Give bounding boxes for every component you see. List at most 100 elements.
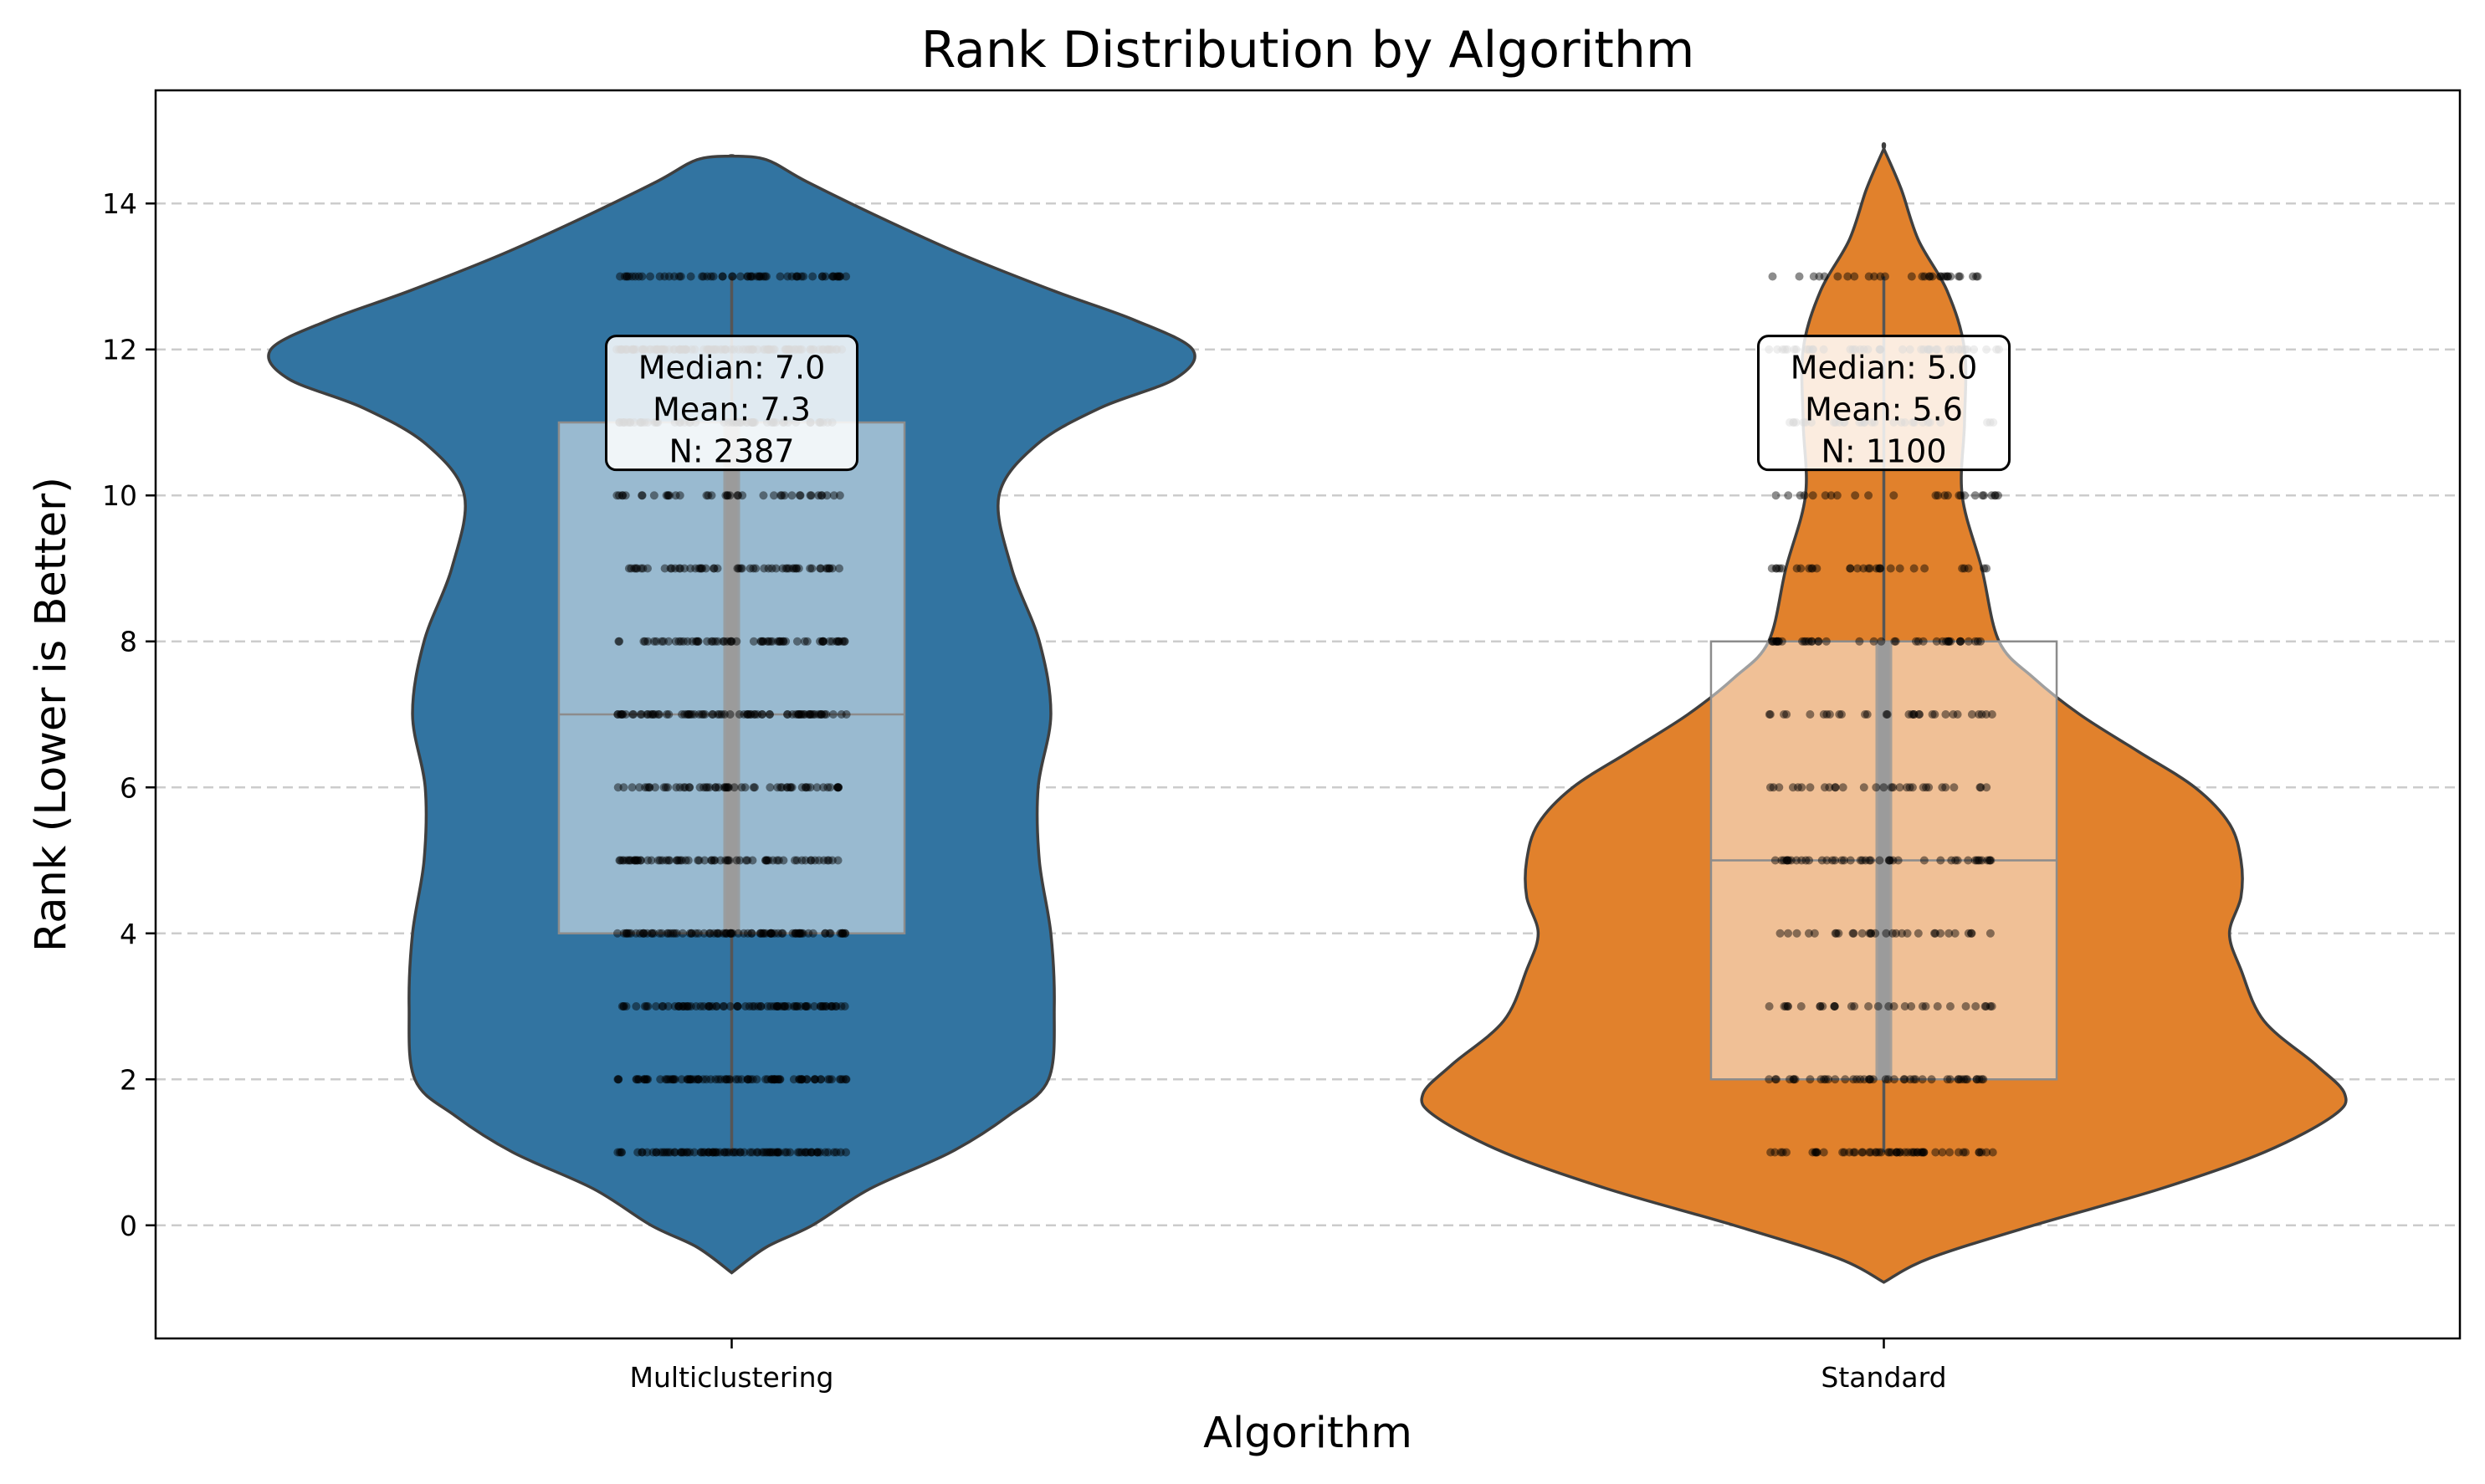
strip-point: [1960, 1075, 1969, 1084]
strip-point: [1938, 637, 1947, 646]
strip-point: [1977, 1075, 1986, 1084]
strip-point: [1765, 1002, 1774, 1011]
strip-point: [827, 1002, 836, 1011]
strip-point: [664, 272, 674, 281]
strip-point: [634, 1075, 643, 1084]
strip-point: [701, 564, 710, 573]
strip-point: [823, 783, 833, 792]
strip-point: [1797, 783, 1806, 792]
strip-point: [746, 272, 756, 281]
strip-point: [664, 491, 673, 500]
strip-point: [623, 272, 632, 281]
strip-point: [664, 1148, 673, 1157]
strip-point: [761, 1148, 771, 1157]
strip-point: [768, 1148, 777, 1157]
strip-point: [1806, 710, 1815, 719]
strip-point: [838, 637, 847, 646]
strip-point: [759, 929, 768, 938]
strip-point: [740, 1148, 749, 1157]
strip-point: [666, 1148, 675, 1157]
strip-point: [802, 1075, 812, 1084]
strip-point: [648, 929, 657, 938]
strip-point: [756, 929, 765, 938]
strip-point: [1775, 783, 1784, 792]
strip-point: [732, 856, 741, 865]
strip-point: [1956, 1075, 1965, 1084]
strip-point: [627, 929, 636, 938]
strip-point: [1833, 272, 1842, 281]
strip-point: [1961, 1002, 1970, 1011]
strip-point: [674, 637, 684, 646]
strip-point: [1930, 929, 1939, 938]
strip-point: [715, 929, 724, 938]
strip-point: [699, 1002, 708, 1011]
strip-point: [1911, 1075, 1920, 1084]
strip-point: [663, 929, 672, 938]
strip-point: [802, 637, 812, 646]
strip-point: [676, 272, 685, 281]
strip-point: [842, 1148, 851, 1157]
strip-point: [707, 491, 716, 500]
strip-point: [1940, 491, 1950, 500]
strip-point: [623, 856, 632, 865]
strip-point: [660, 272, 669, 281]
strip-point: [666, 564, 675, 573]
strip-point: [676, 564, 685, 573]
strip-point: [1970, 491, 1980, 500]
strip-point: [768, 637, 777, 646]
strip-point: [731, 1148, 740, 1157]
strip-point: [613, 710, 623, 719]
strip-point: [1775, 564, 1784, 573]
strip-point: [1920, 272, 1929, 281]
strip-point: [1985, 929, 1995, 938]
strip-point: [696, 1148, 705, 1157]
strip-point: [756, 272, 766, 281]
strip-point: [703, 783, 712, 792]
strip-point: [768, 856, 777, 865]
strip-point: [633, 1148, 643, 1157]
strip-point: [723, 491, 732, 500]
strip-point: [763, 1002, 772, 1011]
strip-point: [758, 637, 767, 646]
strip-point: [1791, 1075, 1800, 1084]
strip-point: [1919, 1148, 1929, 1157]
strip-point: [825, 1075, 834, 1084]
strip-point: [1876, 564, 1885, 573]
strip-point: [734, 929, 743, 938]
strip-point: [813, 1148, 822, 1157]
strip-point: [628, 710, 638, 719]
strip-point: [802, 1148, 812, 1157]
strip-point: [818, 637, 827, 646]
strip-point: [612, 929, 622, 938]
strip-point: [680, 710, 689, 719]
strip-point: [725, 1075, 734, 1084]
strip-point: [770, 1075, 779, 1084]
strip-point: [1981, 710, 1991, 719]
strip-point: [1903, 929, 1912, 938]
strip-point: [616, 710, 625, 719]
strip-point: [707, 856, 716, 865]
strip-point: [1866, 856, 1875, 865]
strip-point: [1954, 272, 1963, 281]
strip-point: [1768, 272, 1777, 281]
strip-point: [1913, 1148, 1922, 1157]
strip-point: [703, 637, 712, 646]
strip-point: [622, 929, 631, 938]
strip-point: [1772, 564, 1781, 573]
strip-point: [643, 1075, 653, 1084]
strip-point: [761, 856, 771, 865]
strip-point: [1850, 1002, 1859, 1011]
strip-point: [779, 856, 788, 865]
strip-point: [795, 1075, 804, 1084]
strip-point: [1953, 856, 1962, 865]
strip-point: [808, 710, 817, 719]
strip-point: [1936, 856, 1945, 865]
strip-point: [827, 564, 837, 573]
strip-point: [1908, 710, 1917, 719]
strip-point: [1831, 929, 1840, 938]
strip-point: [840, 637, 849, 646]
strip-point: [806, 710, 815, 719]
strip-point: [1975, 1148, 1984, 1157]
strip-point: [833, 783, 843, 792]
